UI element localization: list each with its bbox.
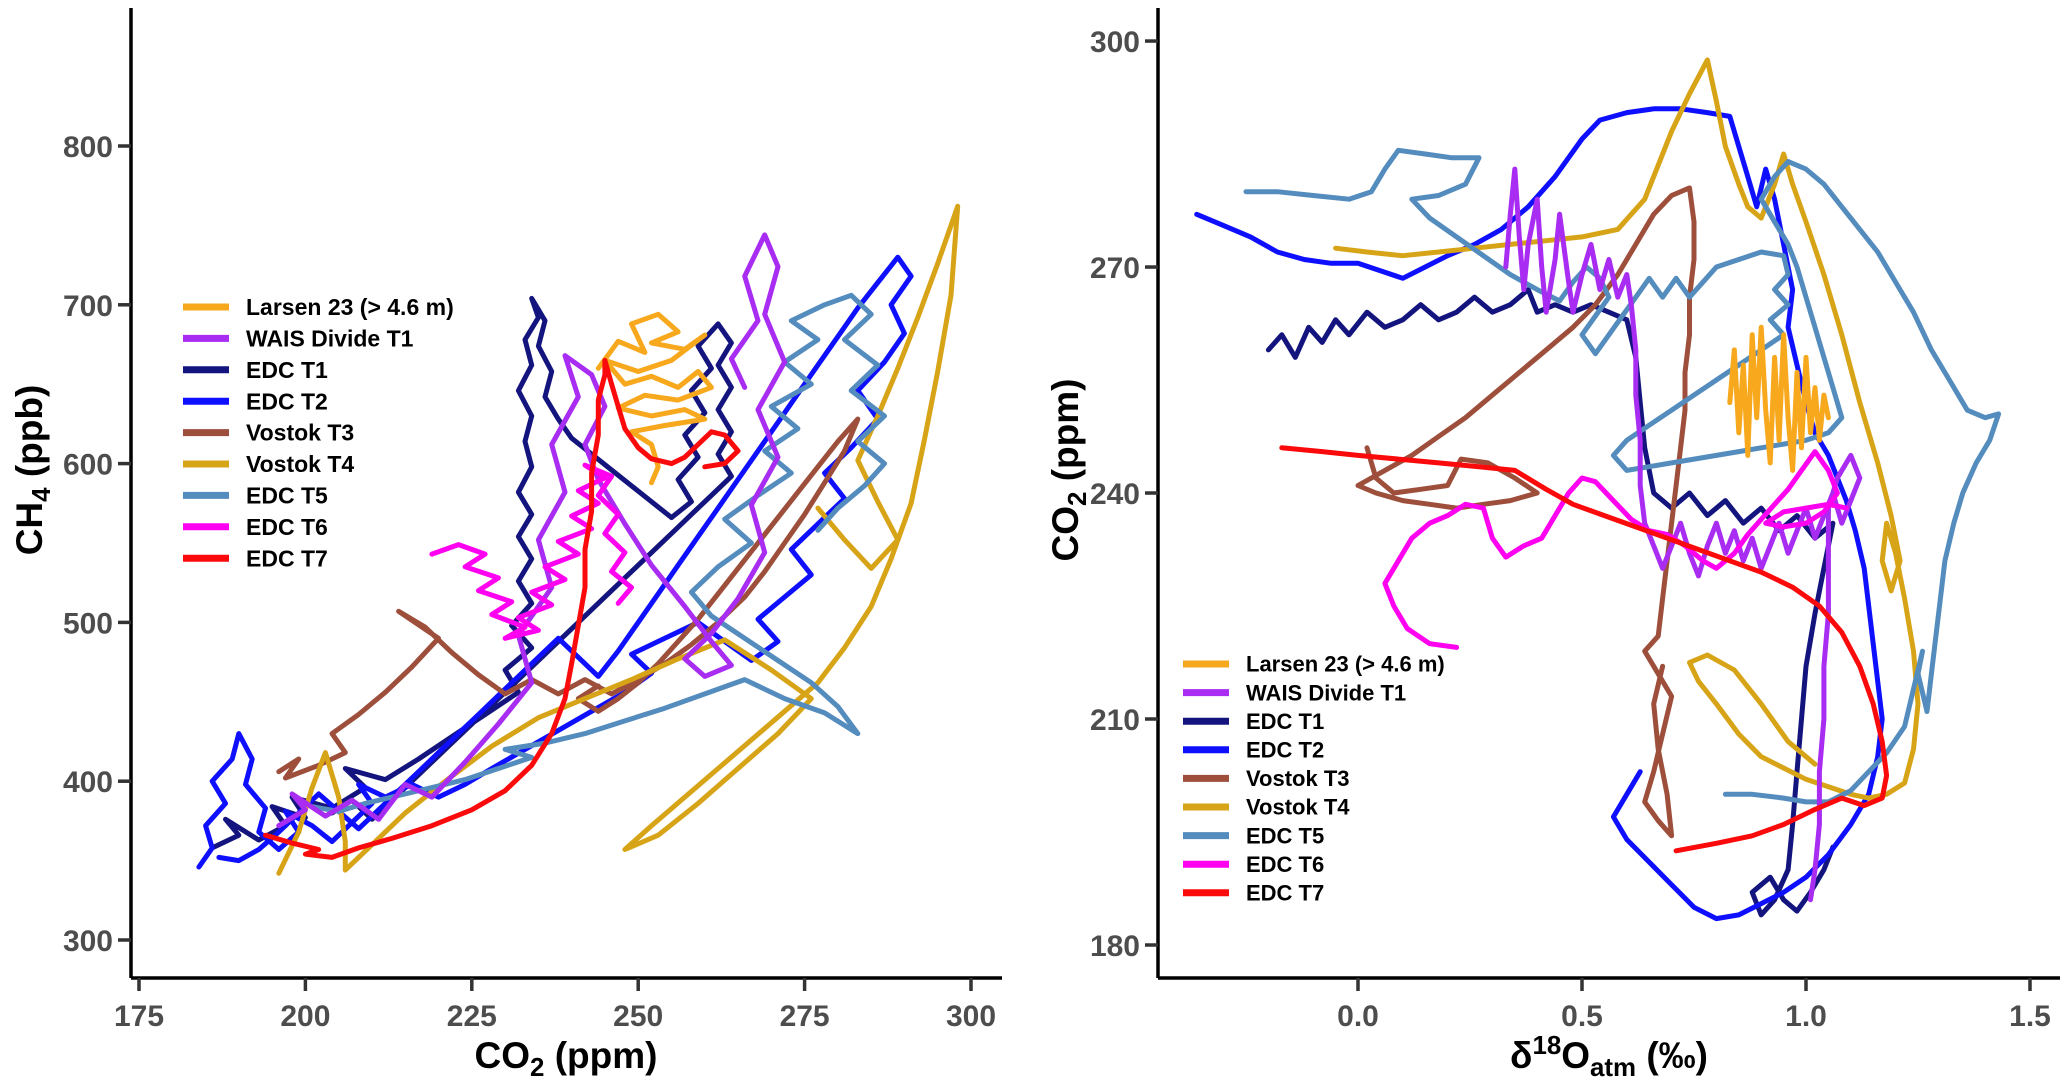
left-legend-label-edc-t5: EDC T5 xyxy=(246,482,328,508)
right-legend-label-edc-t7: EDC T7 xyxy=(1246,881,1324,906)
right-x-tick-label-0-0: 0.0 xyxy=(1337,1000,1379,1033)
left-legend-label-vostok-t4: Vostok T4 xyxy=(246,451,354,477)
right-x-tick-label-1-5: 1.5 xyxy=(2009,1000,2051,1033)
right-series-edc-t2 xyxy=(1194,106,1885,922)
right-y-tick-label-180: 180 xyxy=(1090,930,1140,963)
left-y-axis-title: CH4 (ppb) xyxy=(9,385,56,556)
left-y-tick-label-600: 600 xyxy=(63,449,113,482)
right-series-larsen-23-4-6-m xyxy=(1727,324,1831,473)
left-x-tick-label-175: 175 xyxy=(114,1000,164,1033)
right-series-edc-t7 xyxy=(1279,445,1890,854)
left-y-tick-label-500: 500 xyxy=(63,607,113,640)
left-legend-label-edc-t7: EDC T7 xyxy=(246,545,328,571)
left-series-vostok-t4 xyxy=(276,203,961,876)
right-series-vostok-t4 xyxy=(1333,57,1921,801)
left-x-tick-label-250: 250 xyxy=(613,1000,663,1033)
right-y-tick-label-270: 270 xyxy=(1090,252,1140,285)
right-legend-label-edc-t2: EDC T2 xyxy=(1246,738,1324,763)
right-y-axis-title: CO2 (ppm) xyxy=(1045,379,1092,562)
right-series-edc-t1 xyxy=(1265,287,1836,918)
right-y-tick-label-240: 240 xyxy=(1090,478,1140,511)
right-legend-label-larsen-23-4-6-m: Larsen 23 (> 4.6 m) xyxy=(1246,652,1445,677)
left-y-tick-label-700: 700 xyxy=(63,290,113,323)
right-legend-label-vostok-t4: Vostok T4 xyxy=(1246,795,1350,820)
left-legend-label-edc-t1: EDC T1 xyxy=(246,357,328,383)
right-legend-label-edc-t1: EDC T1 xyxy=(1246,709,1324,734)
left-y-tick-label-800: 800 xyxy=(63,131,113,164)
left-series-edc-t6 xyxy=(429,462,634,641)
left-y-tick-label-300: 300 xyxy=(63,925,113,958)
left-legend: Larsen 23 (> 4.6 m) WAIS Divide T1 EDC T1 E… xyxy=(183,294,454,571)
left-x-axis-title: CO2 (ppm) xyxy=(475,1035,658,1082)
right-x-axis-title: δ18Oatm (‰) xyxy=(1510,1032,1708,1082)
left-x-tick-label-275: 275 xyxy=(780,1000,830,1033)
left-legend-label-wais-divide-t1: WAIS Divide T1 xyxy=(246,325,414,351)
left-x-tick-label-200: 200 xyxy=(280,1000,330,1033)
right-x-tick-label-1-0: 1.0 xyxy=(1785,1000,1827,1033)
left-legend-label-larsen-23-4-6-m: Larsen 23 (> 4.6 m) xyxy=(246,294,454,320)
right-x-tick-label-0-5: 0.5 xyxy=(1561,1000,1603,1033)
right-legend-label-wais-divide-t1: WAIS Divide T1 xyxy=(1246,680,1406,705)
right-series-edc-t6 xyxy=(1382,449,1849,650)
left-series-wais-divide-t1 xyxy=(276,232,788,829)
left-series-edc-t7 xyxy=(263,357,741,860)
right-legend-label-edc-t5: EDC T5 xyxy=(1246,823,1324,848)
left-x-tick-label-225: 225 xyxy=(447,1000,497,1033)
right-legend-label-vostok-t3: Vostok T3 xyxy=(1246,766,1350,791)
left-series-larsen-23-4-6-m xyxy=(595,311,714,486)
right-series-vostok-t3 xyxy=(1355,185,1697,839)
left-legend-label-edc-t2: EDC T2 xyxy=(246,388,328,414)
left-legend-label-edc-t6: EDC T6 xyxy=(246,514,328,540)
right-panel: 0.0 0.5 1.0 1.5 180 210 240 270 300 Larsen 23 (> … xyxy=(1045,8,2060,1082)
left-panel: 175 200 225 250 275 300 300 400 500 600 700 800 Lars… xyxy=(9,8,1002,1082)
left-x-tick-label-300: 300 xyxy=(946,1000,996,1033)
left-y-tick-label-400: 400 xyxy=(63,766,113,799)
right-series-wais-divide-t1 xyxy=(1503,166,1863,903)
right-legend-label-edc-t6: EDC T6 xyxy=(1246,852,1324,877)
right-y-tick-label-210: 210 xyxy=(1090,704,1140,737)
right-legend: Larsen 23 (> 4.6 m) WAIS Divide T1 EDC T1 E… xyxy=(1183,652,1445,906)
left-legend-label-vostok-t3: Vostok T3 xyxy=(246,420,354,446)
left-series-edc-t5 xyxy=(309,292,887,814)
right-y-tick-label-300: 300 xyxy=(1090,26,1140,59)
